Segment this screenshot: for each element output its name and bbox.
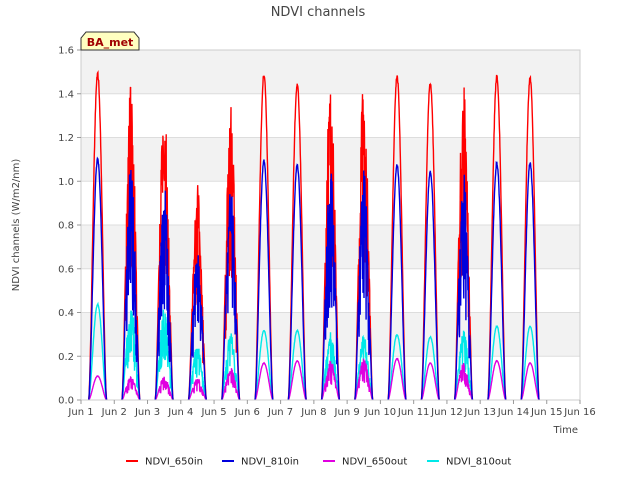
y-tick-label: 1.2 [58, 133, 74, 144]
x-axis-ticks: Jun 1 Jun 2 Jun 3 Jun 4 Jun 5 Jun 6 Jun 7 Jun 8… [67, 400, 596, 418]
x-tick-label: Jun 10 [364, 407, 397, 418]
x-tick-label: Jun 12 [430, 407, 463, 418]
x-tick-label: Jun 6 [234, 407, 260, 418]
annotation-box [80, 31, 140, 51]
y-tick-label: 0.4 [58, 308, 74, 319]
x-tick-label: Jun 14 [497, 407, 530, 418]
x-tick-label: Jun 3 [134, 407, 160, 418]
series-line-ndvi-650out [88, 357, 540, 401]
series-layer [88, 70, 540, 401]
x-tick-label: Jun 4 [167, 407, 193, 418]
y-axis-label: NDVI channels (W/m2/nm) [11, 159, 22, 292]
legend-label: NDVI_650out [342, 457, 407, 468]
y-tick-label: 0.2 [58, 352, 74, 363]
y-tick-label: 0.0 [58, 396, 74, 407]
series-line-ndvi-810in [88, 156, 540, 401]
legend-label: NDVI_810in [241, 457, 299, 468]
y-tick-label: 1.0 [58, 177, 74, 188]
x-tick-label: Jun 15 [530, 407, 563, 418]
x-tick-label: Jun 7 [267, 407, 293, 418]
series-line-ndvi-810out [88, 301, 540, 401]
y-tick-label: 0.8 [58, 221, 74, 232]
x-tick-label: Jun 1 [67, 407, 93, 418]
x-tick-label: Jun 8 [300, 407, 326, 418]
y-axis-ticks: 0.0 0.2 0.4 0.6 0.8 1.0 1.2 1.4 1.6 [58, 46, 81, 407]
legend-label: NDVI_650in [145, 457, 203, 468]
legend-label: NDVI_810out [446, 457, 511, 468]
y-tick-label: 0.6 [58, 264, 74, 275]
x-tick-label: Jun 2 [101, 407, 127, 418]
x-tick-label: Jun 16 [563, 407, 596, 418]
x-tick-label: Jun 11 [397, 407, 430, 418]
plot-band [81, 50, 580, 94]
x-tick-label: Jun 9 [334, 407, 360, 418]
x-tick-label: Jun 13 [463, 407, 496, 418]
x-axis-label: Time [553, 425, 578, 436]
annotation-badge: BA_met [80, 31, 140, 51]
legend: NDVI_650in NDVI_810in NDVI_650out NDVI_810o… [126, 457, 511, 468]
annotation-text: BA_met [87, 36, 134, 49]
chart-title: NDVI channels [271, 5, 366, 20]
y-tick-label: 1.6 [58, 46, 74, 57]
y-tick-label: 1.4 [58, 89, 74, 100]
x-tick-label: Jun 5 [200, 407, 226, 418]
